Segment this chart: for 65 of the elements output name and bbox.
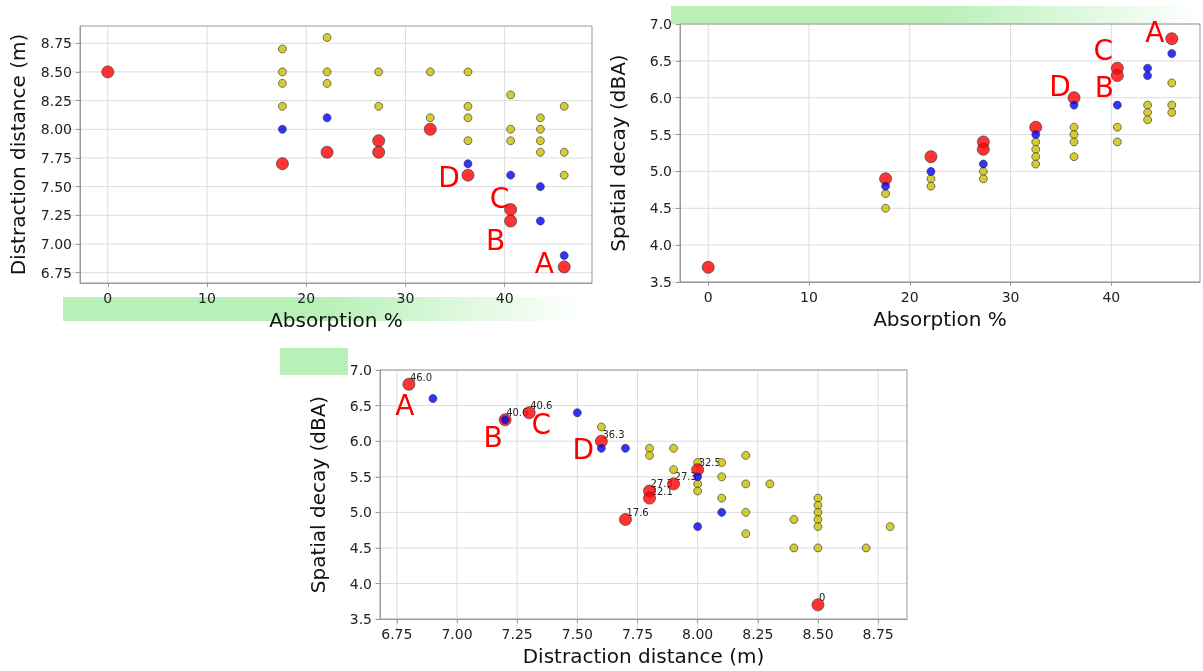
y-tick-label: 7.0 bbox=[349, 362, 372, 378]
y-tick-label: 5.5 bbox=[649, 126, 672, 143]
y-tick-label: 7.0 bbox=[649, 16, 672, 32]
y-tick-label: 8.25 bbox=[40, 92, 72, 109]
x-tick-label: 30 bbox=[396, 290, 415, 306]
x-tick-label: 7.75 bbox=[621, 626, 654, 643]
y-tick-label: 3.5 bbox=[649, 274, 672, 290]
y-tick-label: 5.5 bbox=[349, 468, 372, 485]
y-tick-label: 7.75 bbox=[40, 149, 72, 166]
x-tick-label: 7.50 bbox=[561, 626, 593, 643]
x-tick-label: 0 bbox=[103, 290, 113, 306]
y-tick-label: 8.00 bbox=[40, 121, 72, 138]
x-tick-label: 8.00 bbox=[682, 626, 714, 643]
y-axis-title: Distraction distance (m) bbox=[6, 33, 30, 276]
y-tick-label: 4.0 bbox=[349, 575, 372, 592]
x-tick-label: 40 bbox=[495, 290, 514, 306]
x-tick-label: 8.75 bbox=[862, 626, 894, 643]
x-tick-label: 7.00 bbox=[441, 626, 473, 643]
annotation: D bbox=[1049, 70, 1071, 104]
y-tick-label: 6.5 bbox=[349, 397, 372, 414]
annotation: D bbox=[438, 160, 460, 194]
x-tick-label: 10 bbox=[800, 289, 818, 305]
annotation: A bbox=[395, 388, 415, 422]
x-tick-label: 20 bbox=[297, 290, 316, 306]
y-tick-label: 4.5 bbox=[649, 200, 672, 217]
y-tick-label: 5.0 bbox=[349, 504, 372, 521]
x-tick-label: 0 bbox=[703, 289, 713, 305]
y-tick-label: 8.50 bbox=[40, 63, 72, 80]
y-tick-label: 4.5 bbox=[349, 539, 372, 556]
annotation: 17.6 bbox=[626, 506, 649, 518]
y-tick-label: 4.0 bbox=[649, 237, 672, 254]
x-tick-label: 6.75 bbox=[381, 626, 413, 643]
annotation: 36.3 bbox=[602, 428, 625, 440]
x-tick-label: 8.25 bbox=[742, 626, 774, 643]
annotation: C bbox=[489, 182, 510, 216]
y-tick-label: 5.0 bbox=[649, 163, 672, 180]
annotation: B bbox=[1094, 71, 1114, 105]
y-axis-title: Spatial decay (dBA) bbox=[606, 54, 630, 252]
x-tick-label: 20 bbox=[900, 289, 919, 305]
y-tick-label: 6.75 bbox=[40, 264, 72, 281]
y-tick-label: 7.25 bbox=[40, 207, 72, 224]
y-axis-title: Spatial decay (dBA) bbox=[306, 395, 330, 594]
x-tick-label: 7.25 bbox=[501, 626, 533, 643]
annotation: A bbox=[534, 247, 554, 281]
y-tick-label: 6.0 bbox=[349, 433, 372, 450]
y-tick-label: 7.50 bbox=[40, 178, 72, 195]
annotation: 46.0 bbox=[409, 371, 433, 383]
x-tick-label: 8.50 bbox=[802, 626, 834, 643]
y-tick-label: 6.5 bbox=[649, 52, 672, 69]
x-axis-title: Absorption % bbox=[873, 306, 1007, 331]
annotation: D bbox=[572, 432, 595, 466]
annotation: C bbox=[1093, 33, 1114, 67]
annotation: A bbox=[1145, 16, 1165, 50]
x-axis-title: Distraction distance (m) bbox=[522, 644, 765, 668]
annotation: 0 bbox=[818, 592, 826, 604]
annotation: B bbox=[483, 421, 503, 455]
x-tick-label: 10 bbox=[198, 290, 216, 306]
annotation: B bbox=[486, 223, 506, 257]
x-tick-label: 40 bbox=[1102, 289, 1121, 305]
y-tick-label: 3.5 bbox=[349, 611, 372, 628]
y-tick-label: 8.75 bbox=[40, 35, 72, 52]
x-tick-label: 30 bbox=[1001, 289, 1020, 305]
y-tick-label: 7.00 bbox=[40, 235, 72, 252]
y-tick-label: 6.0 bbox=[649, 89, 672, 106]
x-axis-title: Absorption % bbox=[269, 307, 403, 332]
